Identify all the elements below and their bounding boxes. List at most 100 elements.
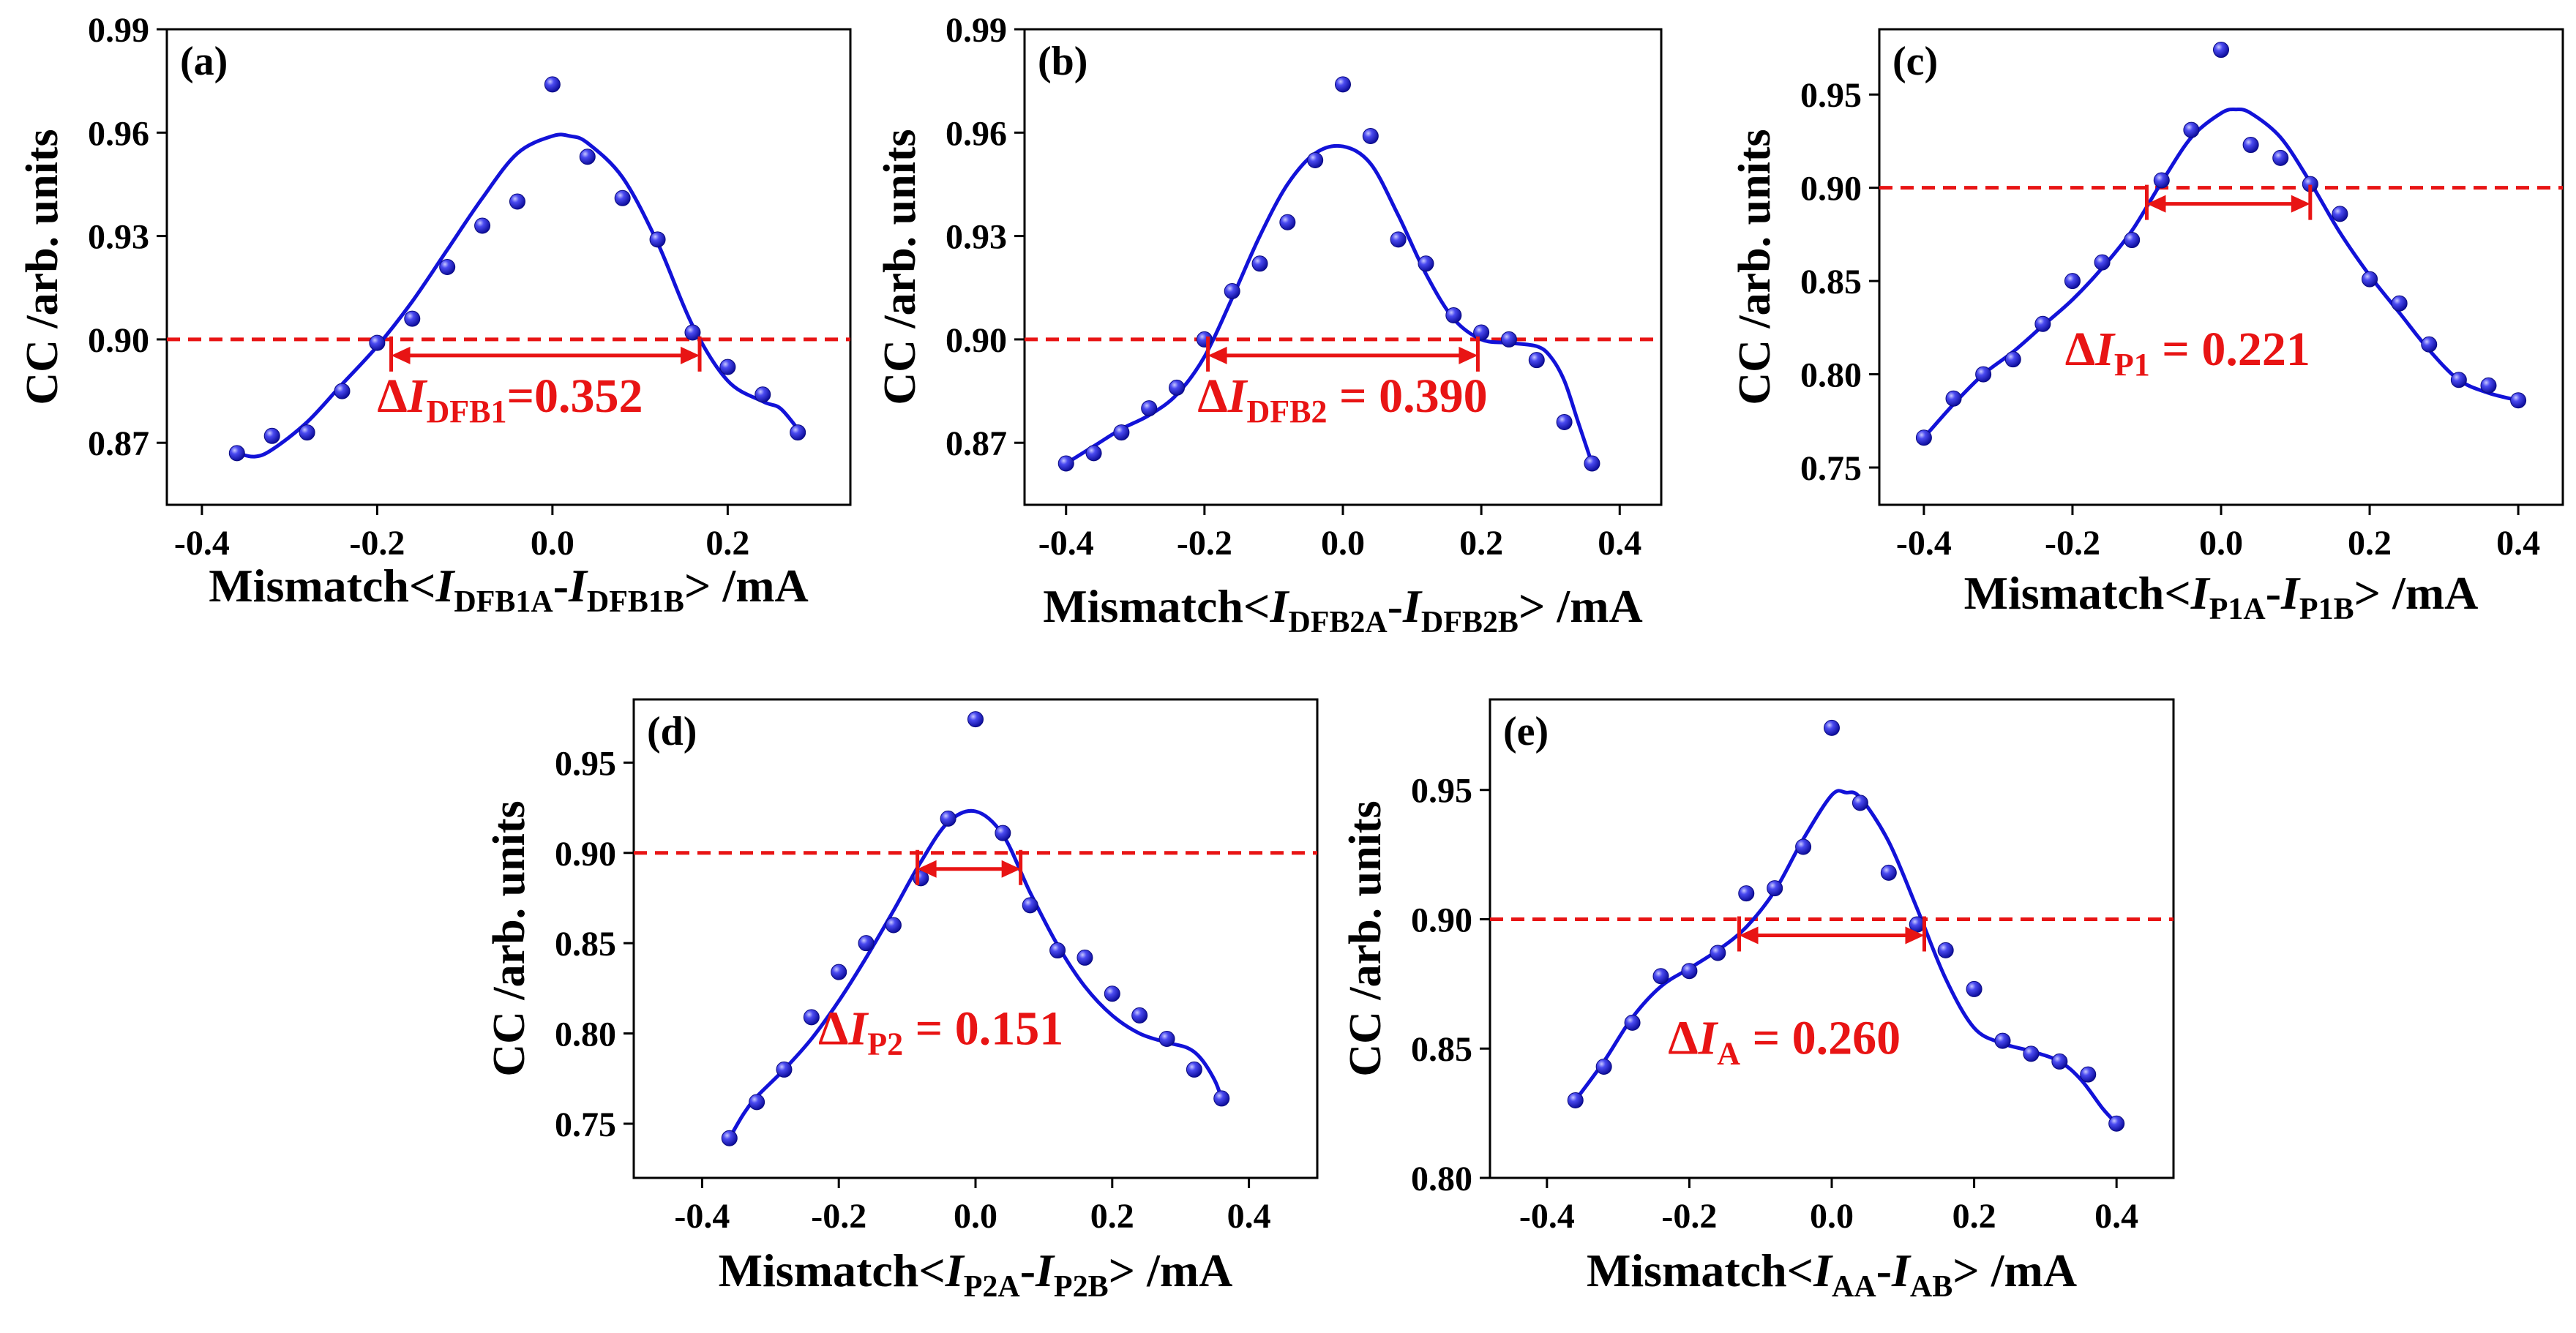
delta-sub: DFB2 xyxy=(1246,394,1327,429)
data-point xyxy=(369,334,386,351)
x-tick-label: 0.2 xyxy=(1952,1197,1996,1236)
data-point xyxy=(2094,254,2111,271)
panel-label: (e) xyxy=(1503,709,1549,754)
y-tick-label: 0.99 xyxy=(88,11,149,50)
x-axis-title-sub: AA xyxy=(1832,1270,1876,1304)
panel-label: (a) xyxy=(180,39,228,84)
y-tick-label: 0.90 xyxy=(1800,170,1862,209)
data-point xyxy=(1224,282,1240,299)
x-axis-title-minus: - xyxy=(1388,580,1403,632)
x-axis-title-sub: P2B xyxy=(1054,1270,1109,1304)
delta-annotation: ΔIP1 = 0.221 xyxy=(2065,323,2310,383)
x-axis-title: Mismatch<IP2A-IP2B> /mA xyxy=(719,1244,1233,1304)
data-point xyxy=(2183,121,2200,138)
x-axis-title-minus: - xyxy=(1020,1244,1036,1296)
x-axis-title-suffix: > /mA xyxy=(1109,1244,1233,1296)
y-tick-label: 0.87 xyxy=(946,424,1007,463)
delta-symbol: Δ xyxy=(1197,369,1227,423)
y-tick-label: 0.99 xyxy=(946,11,1007,50)
data-point xyxy=(1767,880,1783,897)
x-axis-title-sub: P2A xyxy=(964,1270,1021,1304)
y-axis-title: CC /arb. units xyxy=(1730,129,1780,405)
fit-curve xyxy=(727,808,1224,1139)
data-point xyxy=(1528,352,1545,369)
delta-value: = 0.221 xyxy=(2150,323,2310,376)
delta-value: = 0.151 xyxy=(903,1002,1063,1055)
x-axis-title-minus: - xyxy=(553,560,569,612)
data-point xyxy=(1595,1058,1612,1075)
x-tick-label: 0.2 xyxy=(705,524,749,563)
data-point xyxy=(2362,271,2378,288)
chart-panel-b: 0.87 0.90 0.93 0.96 0.99 -0.4 -0.2 0.0 0.2 0.4 CC … xyxy=(875,11,1663,639)
data-point xyxy=(1880,864,1897,881)
plot-frame xyxy=(165,28,852,506)
delta-var: I xyxy=(407,369,428,423)
data-point xyxy=(1022,897,1038,914)
data-point xyxy=(1795,838,1812,855)
data-point xyxy=(995,825,1011,841)
data-point xyxy=(2242,137,2259,154)
x-axis-title-var: I xyxy=(1813,1244,1833,1296)
x-tick-label: -0.4 xyxy=(1896,524,1952,563)
x-axis-title-prefix: Mismatch< xyxy=(1043,580,1270,632)
data-point xyxy=(2510,392,2527,409)
x-axis-title-var: I xyxy=(945,1244,965,1296)
y-tick-label: 0.80 xyxy=(555,1015,616,1054)
panel-label: (d) xyxy=(647,709,697,754)
delta-symbol: Δ xyxy=(377,369,407,423)
x-tick-label: 0.2 xyxy=(1459,524,1503,563)
x-axis-title-var: I xyxy=(2190,567,2211,619)
interval-arrowhead-left xyxy=(2146,195,2166,213)
y-tick-label: 0.75 xyxy=(555,1105,616,1144)
data-point xyxy=(404,310,421,327)
interval-arrowhead-left xyxy=(391,346,411,364)
data-point xyxy=(1362,128,1379,145)
data-point xyxy=(858,935,875,952)
y-axis-title: CC /arb. units xyxy=(875,129,925,405)
x-tick-label: -0.4 xyxy=(174,524,230,563)
x-axis-title-sub: DFB1B xyxy=(587,585,684,619)
data-point xyxy=(2391,295,2408,312)
y-tick-label: 0.95 xyxy=(1800,76,1862,115)
x-axis-title-sub: DFB2A xyxy=(1288,606,1388,639)
y-tick-label: 0.85 xyxy=(1800,263,1862,301)
data-point xyxy=(967,711,984,728)
data-point xyxy=(1196,331,1213,348)
plot-frame xyxy=(632,698,1319,1179)
data-point xyxy=(2421,336,2438,353)
interval-arrowhead-left xyxy=(917,860,937,878)
y-tick-label: 0.87 xyxy=(88,424,149,463)
x-axis-title: Mismatch<IDFB1A-IDFB1B> /mA xyxy=(209,560,808,619)
y-axis-title: CC /arb. units xyxy=(18,129,67,405)
data-point xyxy=(749,1094,765,1111)
y-tick-label: 0.90 xyxy=(946,321,1007,360)
x-axis-title-minus: - xyxy=(1876,1244,1892,1296)
data-point xyxy=(1624,1014,1641,1031)
y-tick-label: 0.90 xyxy=(1411,901,1472,939)
data-point xyxy=(1113,424,1130,441)
delta-var: I xyxy=(1227,369,1248,423)
x-axis-title-suffix: > /mA xyxy=(684,560,809,612)
y-tick-label: 0.80 xyxy=(1800,356,1862,395)
x-axis-title-var: I xyxy=(1891,1244,1912,1296)
x-axis-title-var: I xyxy=(1035,1244,1055,1296)
data-point xyxy=(1213,1090,1230,1107)
data-point xyxy=(509,193,525,210)
fit-curve xyxy=(1573,789,2119,1125)
delta-symbol: Δ xyxy=(1668,1011,1698,1064)
x-tick-label: 0.4 xyxy=(2094,1197,2138,1236)
fit-curve xyxy=(1065,143,1594,465)
x-tick-label: -0.2 xyxy=(1177,524,1232,563)
data-point xyxy=(1085,445,1102,462)
y-tick-label: 0.95 xyxy=(1411,772,1472,811)
data-point xyxy=(1131,1007,1148,1024)
x-axis-title-var: I xyxy=(435,560,455,612)
data-point xyxy=(1307,151,1324,168)
y-tick-label: 0.93 xyxy=(88,218,149,257)
x-tick-label: 0.0 xyxy=(1810,1197,1854,1236)
data-point xyxy=(2124,232,2141,249)
interval-arrowhead-right xyxy=(2291,195,2310,213)
y-tick-label: 0.85 xyxy=(555,925,616,964)
data-point xyxy=(1681,963,1698,980)
data-point xyxy=(885,917,902,934)
